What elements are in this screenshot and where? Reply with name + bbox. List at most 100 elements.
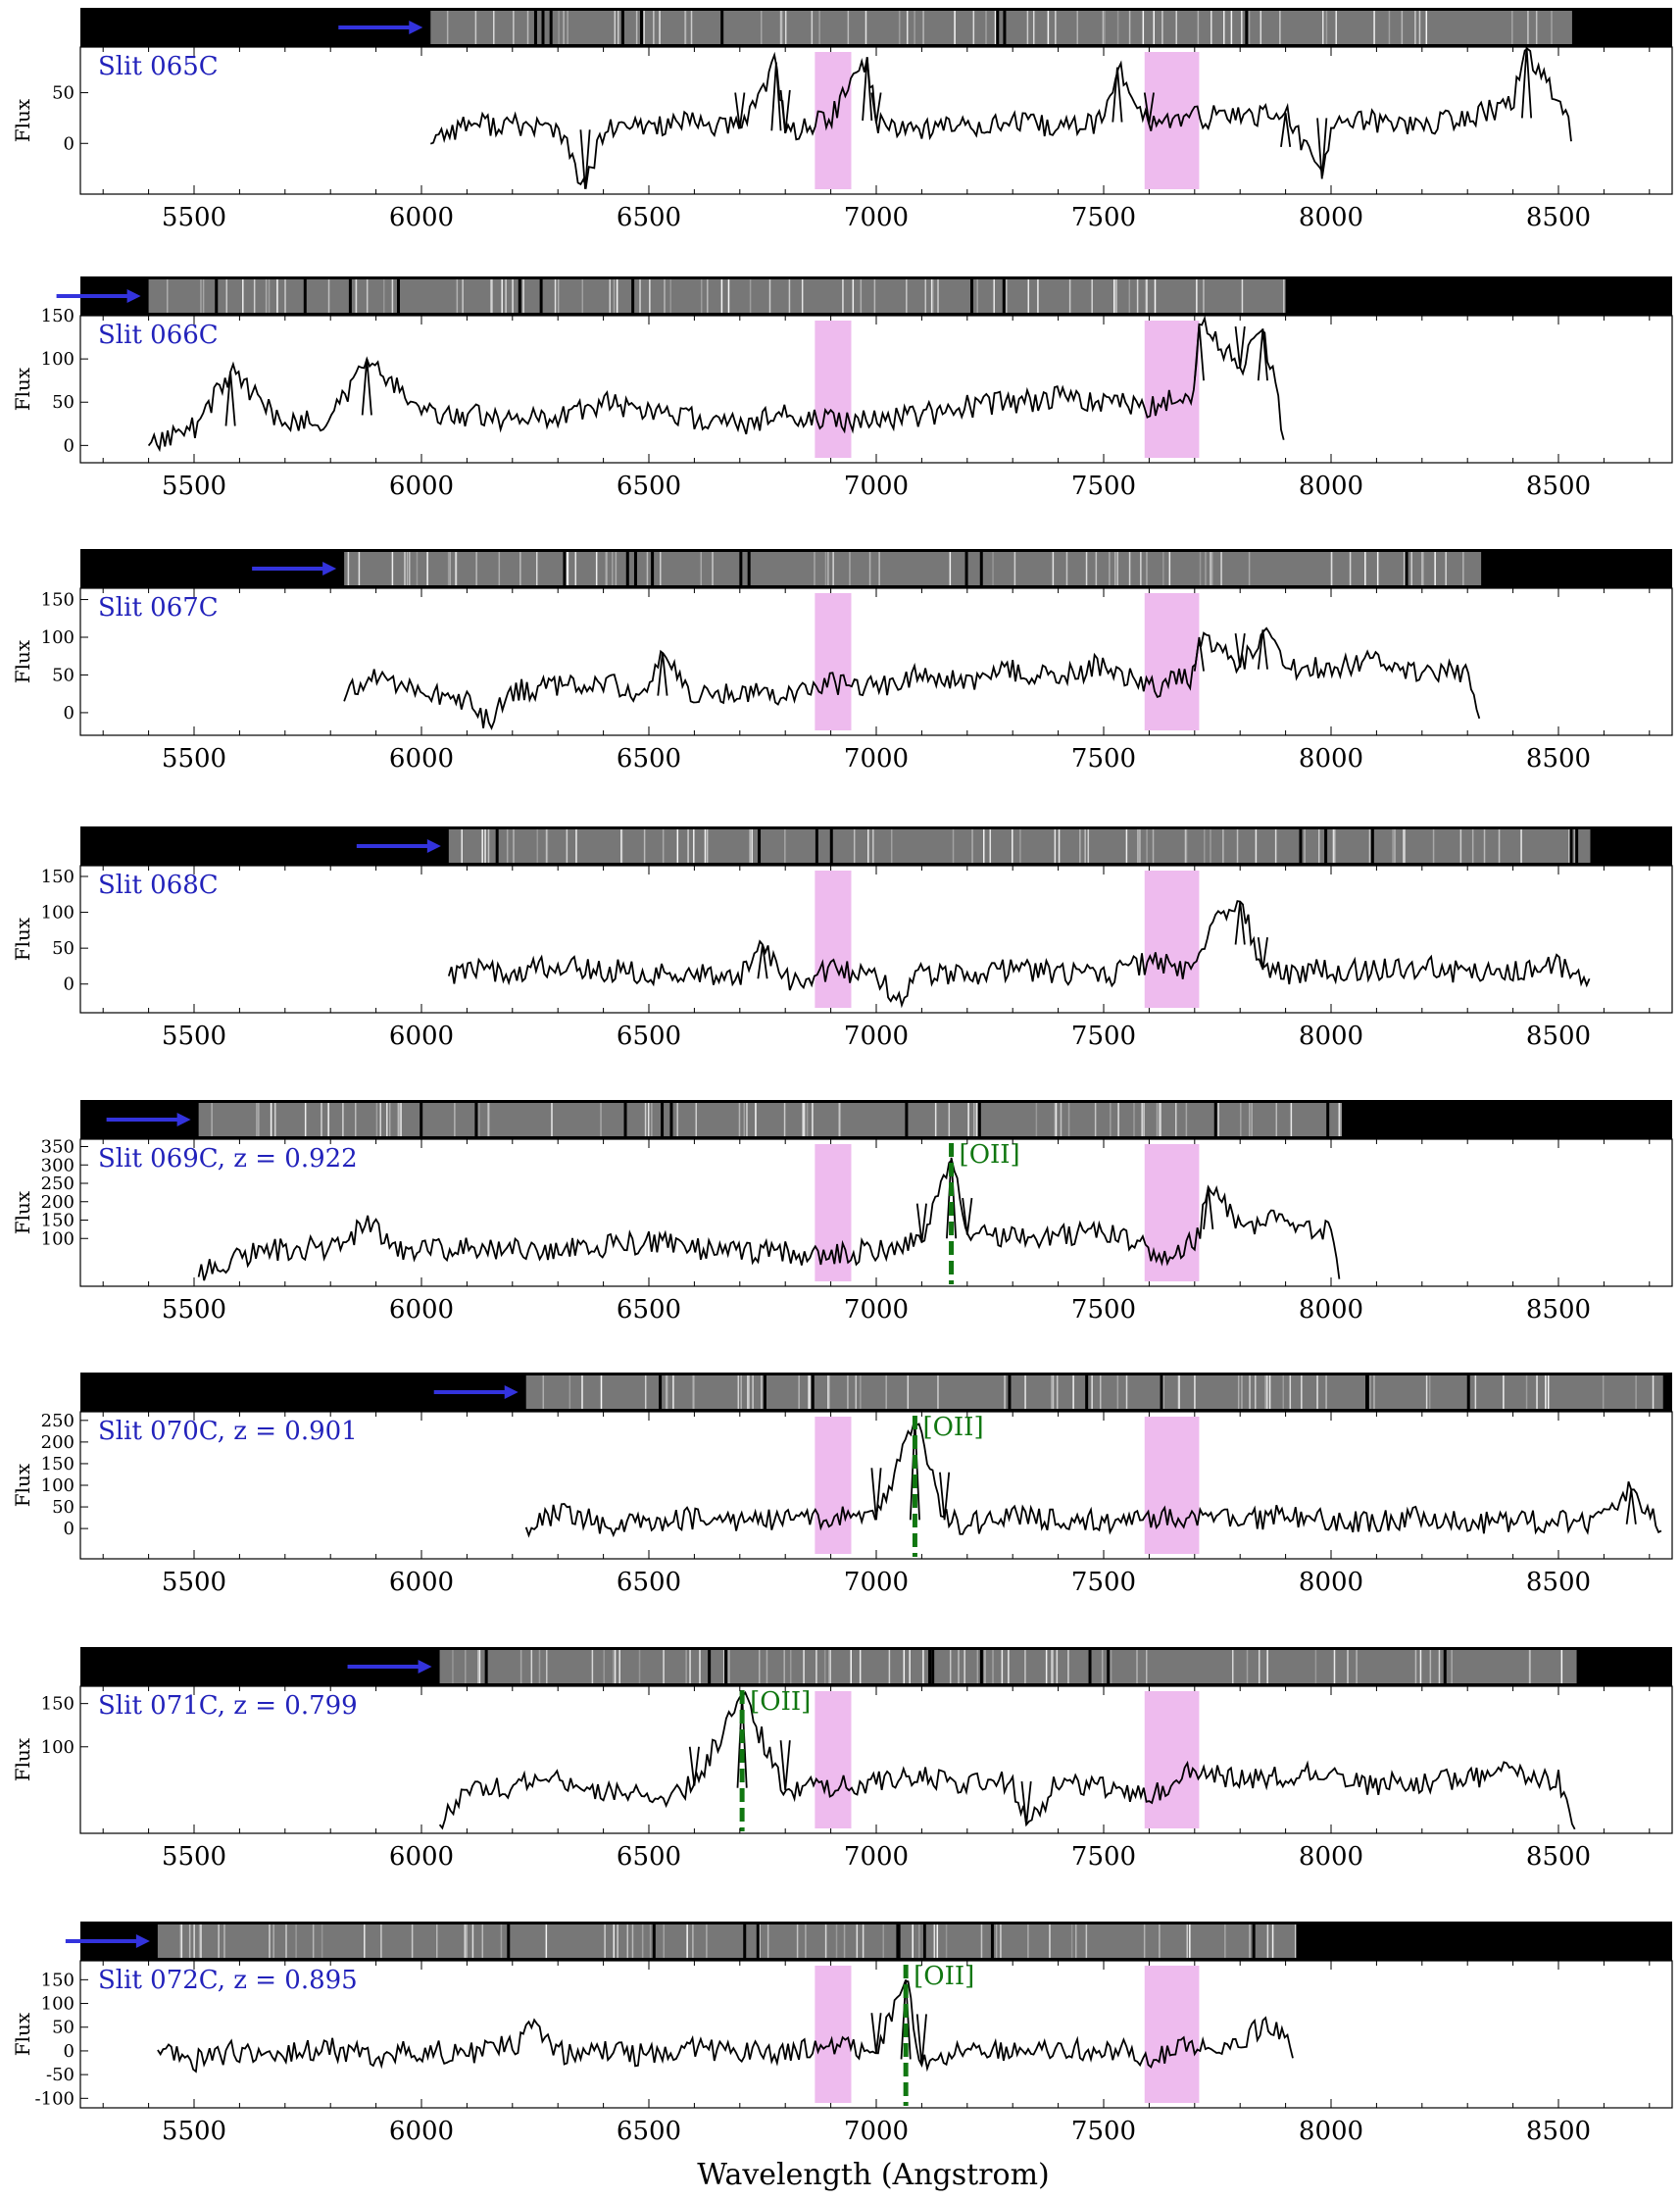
strip-sky-line	[256, 1103, 259, 1136]
strip-gap	[652, 1924, 656, 1958]
strip-sky-line	[1525, 1375, 1528, 1409]
strip-sky-line	[860, 279, 863, 313]
strip-sky-line	[202, 279, 205, 313]
strip-sky-line	[660, 552, 662, 585]
strip-sky-line	[1051, 1650, 1053, 1683]
strip-sky-line	[1152, 829, 1155, 863]
strip-sky-line	[566, 829, 568, 863]
emission-line-label: [OII]	[922, 1413, 983, 1442]
strip-sky-line	[949, 1650, 952, 1683]
strip-sky-line	[945, 1924, 948, 1958]
strip-sky-line	[922, 1650, 924, 1683]
strip-sky-line	[784, 11, 787, 44]
strip-sky-line	[906, 279, 908, 313]
strip-gap	[990, 1924, 994, 1958]
spectrum-strip-trace	[430, 11, 1572, 44]
strip-sky-line	[635, 11, 638, 44]
strip-sky-line	[1112, 279, 1115, 313]
strip-sky-line	[1255, 829, 1258, 863]
y-tick-label: 150	[41, 1211, 74, 1231]
strip-sky-line	[1205, 552, 1207, 585]
strip-sky-line	[487, 829, 490, 863]
strip-sky-line	[1503, 1375, 1505, 1409]
spectrum-feature	[734, 92, 746, 128]
y-tick-label: 150	[41, 1694, 74, 1715]
spectrum-feature	[1193, 324, 1205, 381]
strip-sky-line	[824, 1924, 827, 1958]
strip-sky-line	[1116, 1375, 1119, 1409]
x-tick-label: 6500	[617, 2117, 681, 2146]
x-tick-label: 7500	[1071, 203, 1136, 232]
strip-sky-line	[416, 552, 419, 585]
strip-sky-line	[274, 1103, 276, 1136]
strip-sky-line	[1052, 552, 1055, 585]
strip-sky-line	[958, 1650, 960, 1683]
y-tick-label: 150	[41, 1454, 74, 1474]
x-tick-label: 6500	[617, 1295, 681, 1324]
strip-sky-line	[1403, 552, 1406, 585]
strip-gap	[829, 829, 833, 863]
strip-sky-line	[1301, 1375, 1303, 1409]
strip-sky-line	[827, 552, 829, 585]
strip-sky-line	[1055, 1103, 1058, 1136]
strip-sky-line	[766, 1924, 769, 1958]
x-tick-label: 8000	[1299, 1568, 1363, 1597]
strip-sky-line	[366, 279, 369, 313]
strip-sky-line	[687, 829, 689, 863]
strip-sky-line	[985, 11, 987, 44]
strip-sky-line	[1146, 829, 1148, 863]
x-tick-label: 7000	[844, 472, 909, 501]
strip-sky-line	[972, 11, 975, 44]
telluric-band	[1144, 1691, 1200, 1828]
strip-sky-line	[1268, 1375, 1271, 1409]
y-axis-label: Flux	[11, 2012, 34, 2056]
strip-sky-line	[188, 1924, 191, 1958]
strip-sky-line	[1451, 1650, 1453, 1683]
strip-sky-line	[1054, 829, 1057, 863]
strip-sky-line	[1211, 11, 1212, 44]
strip-sky-line	[554, 279, 557, 313]
strip-sky-line	[200, 1924, 202, 1958]
x-tick-label: 7500	[1071, 1568, 1136, 1597]
panel-label: Slit 069C, z = 0.922	[98, 1144, 358, 1174]
strip-sky-line	[805, 1924, 807, 1958]
x-tick-label: 8000	[1299, 1295, 1363, 1324]
strip-sky-line	[690, 11, 693, 44]
strip-sky-line	[1137, 829, 1139, 863]
strip-sky-line	[829, 1650, 831, 1683]
strip-sky-line	[1024, 1375, 1026, 1409]
strip-sky-line	[1154, 279, 1157, 313]
strip-sky-line	[490, 279, 492, 313]
strip-sky-line	[1368, 829, 1371, 863]
strip-sky-line	[809, 1375, 811, 1409]
strip-sky-line	[386, 1103, 388, 1136]
strip-sky-line	[614, 1650, 617, 1683]
strip-gap	[724, 1650, 728, 1683]
strip-sky-line	[912, 1924, 914, 1958]
spectrum-panel: Slit 066C 0 50 100 150 Flux 5500 6000 6500 7000 75…	[11, 276, 1673, 501]
strip-sky-line	[379, 1103, 381, 1136]
strip-sky-line	[685, 1650, 687, 1683]
strip-gap	[1405, 552, 1408, 585]
strip-gap	[1085, 1375, 1089, 1409]
strip-sky-line	[1203, 279, 1205, 313]
strip-sky-line	[676, 1103, 678, 1136]
strip-sky-line	[818, 11, 820, 44]
strip-sky-line	[618, 11, 619, 44]
strip-sky-line	[563, 11, 565, 44]
x-tick-label: 6500	[617, 1842, 681, 1872]
strip-sky-line	[1236, 829, 1239, 863]
strip-sky-line	[1100, 1375, 1102, 1409]
strip-sky-line	[581, 279, 584, 313]
strip-sky-line	[1128, 552, 1131, 585]
y-tick-label: 100	[41, 903, 74, 924]
strip-gap	[977, 1103, 981, 1136]
strip-sky-line	[519, 552, 521, 585]
strip-sky-line	[1459, 829, 1462, 863]
x-tick-label: 6500	[617, 472, 681, 501]
strip-gap	[1008, 1375, 1012, 1409]
strip-sky-line	[1037, 279, 1039, 313]
strip-sky-line	[1536, 1375, 1538, 1409]
strip-sky-line	[1168, 552, 1171, 585]
